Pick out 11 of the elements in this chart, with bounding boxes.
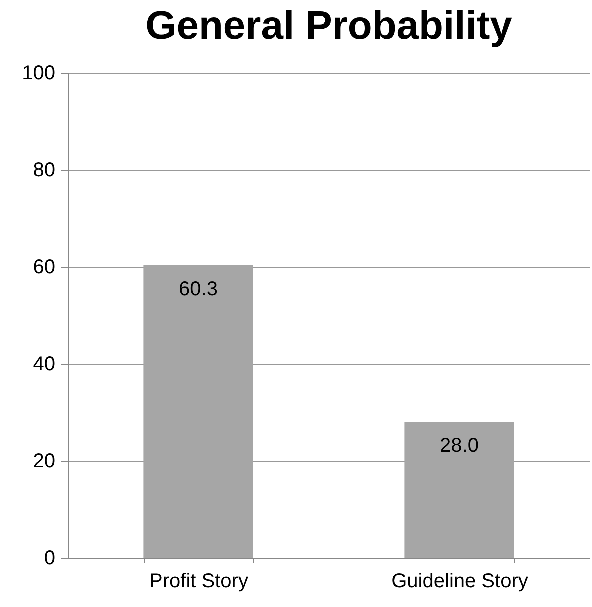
y-tick-label: 20 xyxy=(33,450,56,472)
x-tick-label: Profit Story xyxy=(150,570,248,592)
y-tick-label: 60 xyxy=(33,256,56,278)
data-label: 28.0 xyxy=(440,435,479,458)
x-tick-label: Guideline Story xyxy=(392,570,528,592)
y-tick-label: 100 xyxy=(22,62,56,84)
y-tick-label: 40 xyxy=(33,354,56,376)
data-label: 60.3 xyxy=(179,278,218,301)
y-tick-label: 0 xyxy=(44,548,56,570)
y-tick-label: 80 xyxy=(33,160,56,182)
chart-title: General Probability xyxy=(146,4,514,48)
